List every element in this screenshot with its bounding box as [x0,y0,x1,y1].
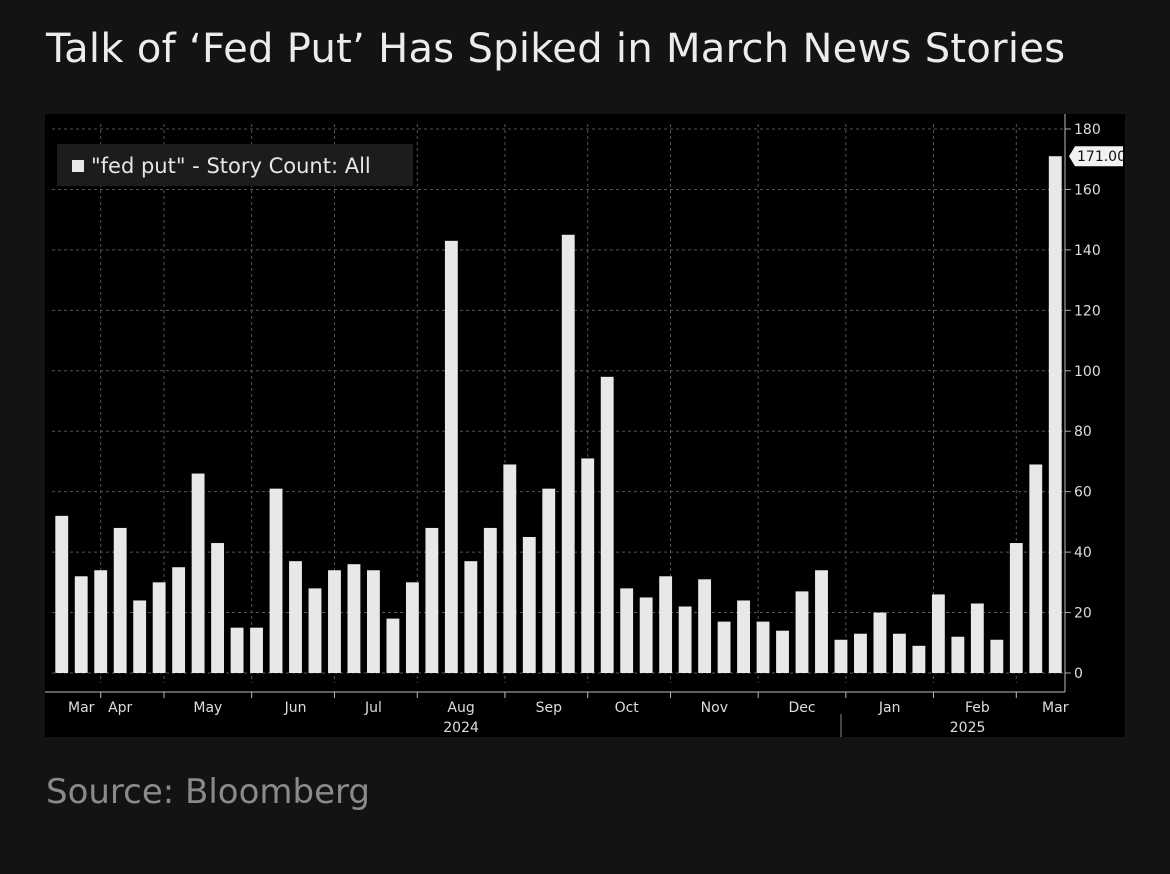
bar [931,594,945,673]
bar [970,603,984,673]
legend-label: "fed put" - Story Count: All [91,154,371,178]
x-month-label: May [193,700,222,716]
y-tick-label: 40 [1074,545,1092,561]
y-tick-label: 180 [1074,122,1101,138]
bar [191,473,205,673]
bar [503,464,517,673]
x-year-label: 2025 [950,720,986,736]
bar [776,630,789,673]
bar [854,633,867,673]
axes: 0 20 40 60 80 100 120 140 160 180 Mar Apr May Jun Jul A… [45,114,1101,737]
bar [74,576,88,673]
x-month-label: Feb [965,700,990,716]
y-tick-label: 160 [1074,182,1101,198]
last-value-label: 171.00 [1077,149,1125,165]
chart-panel: 0 20 40 60 80 100 120 140 160 180 Mar Apr May Jun Jul A… [45,114,1125,737]
bar [834,639,848,673]
bar [1029,464,1043,673]
bar [561,234,575,673]
bar [464,561,478,673]
bar [230,627,244,673]
bar [951,636,965,673]
bar [678,606,692,673]
y-tick-label: 20 [1074,606,1092,622]
bar [912,645,926,673]
bar [425,527,439,673]
bar [405,582,419,673]
last-value-tag: 171.00 [1069,146,1125,167]
bar [522,537,536,673]
y-tick-label: 0 [1074,666,1083,682]
bar [990,639,1004,673]
bar [483,527,497,673]
bar [698,579,712,673]
bar [581,458,595,673]
y-tick-label: 140 [1074,243,1101,259]
x-month-label: Mar [1042,700,1069,716]
bars [55,156,1062,674]
bar [892,633,906,673]
bar [94,570,108,673]
bar [620,588,634,673]
source-caption: Source: Bloomberg [46,772,370,812]
bar [289,561,302,673]
y-tick-label: 100 [1074,364,1101,380]
bar [269,488,283,673]
y-tick-label: 80 [1074,424,1092,440]
bar [328,570,341,673]
bar-chart: 0 20 40 60 80 100 120 140 160 180 Mar Apr May Jun Jul A… [45,114,1125,737]
legend-swatch [72,160,84,172]
x-month-label: Nov [701,700,728,716]
x-month-label: Sep [536,700,563,716]
bar [1009,543,1023,673]
bar [133,600,147,673]
bar [347,564,361,673]
bar [600,376,614,673]
bar [737,600,750,673]
y-tick-label: 120 [1074,303,1101,319]
x-month-label: Aug [447,700,474,716]
legend: "fed put" - Story Count: All [57,144,413,186]
y-tick-label: 60 [1074,485,1092,501]
gridlines [52,124,1065,683]
bar [659,576,673,673]
bar [152,582,166,673]
x-month-label: Apr [108,700,132,716]
bar [873,612,887,673]
bar [386,618,400,673]
bar [795,591,809,673]
legend-box [57,144,413,186]
bar [756,621,770,673]
bar [308,588,322,673]
bar [211,543,225,673]
x-month-label: Dec [788,700,815,716]
x-month-label: Mar [68,700,95,716]
last-value-box [1069,146,1123,167]
bar [172,567,186,673]
bar [367,570,380,673]
page-title: Talk of ‘Fed Put’ Has Spiked in March Ne… [46,26,1066,72]
x-month-label: Oct [615,700,640,716]
bar [55,515,69,673]
bar [250,627,263,673]
bar [815,570,828,673]
bar [542,488,556,673]
x-month-label: Jun [284,700,307,716]
bar [113,527,127,673]
bar [639,597,653,673]
bar [717,621,731,673]
x-month-label: Jul [364,700,382,716]
x-month-label: Jan [878,700,901,716]
bar [444,240,458,674]
bar [1048,156,1062,673]
x-year-label: 2024 [443,720,479,736]
